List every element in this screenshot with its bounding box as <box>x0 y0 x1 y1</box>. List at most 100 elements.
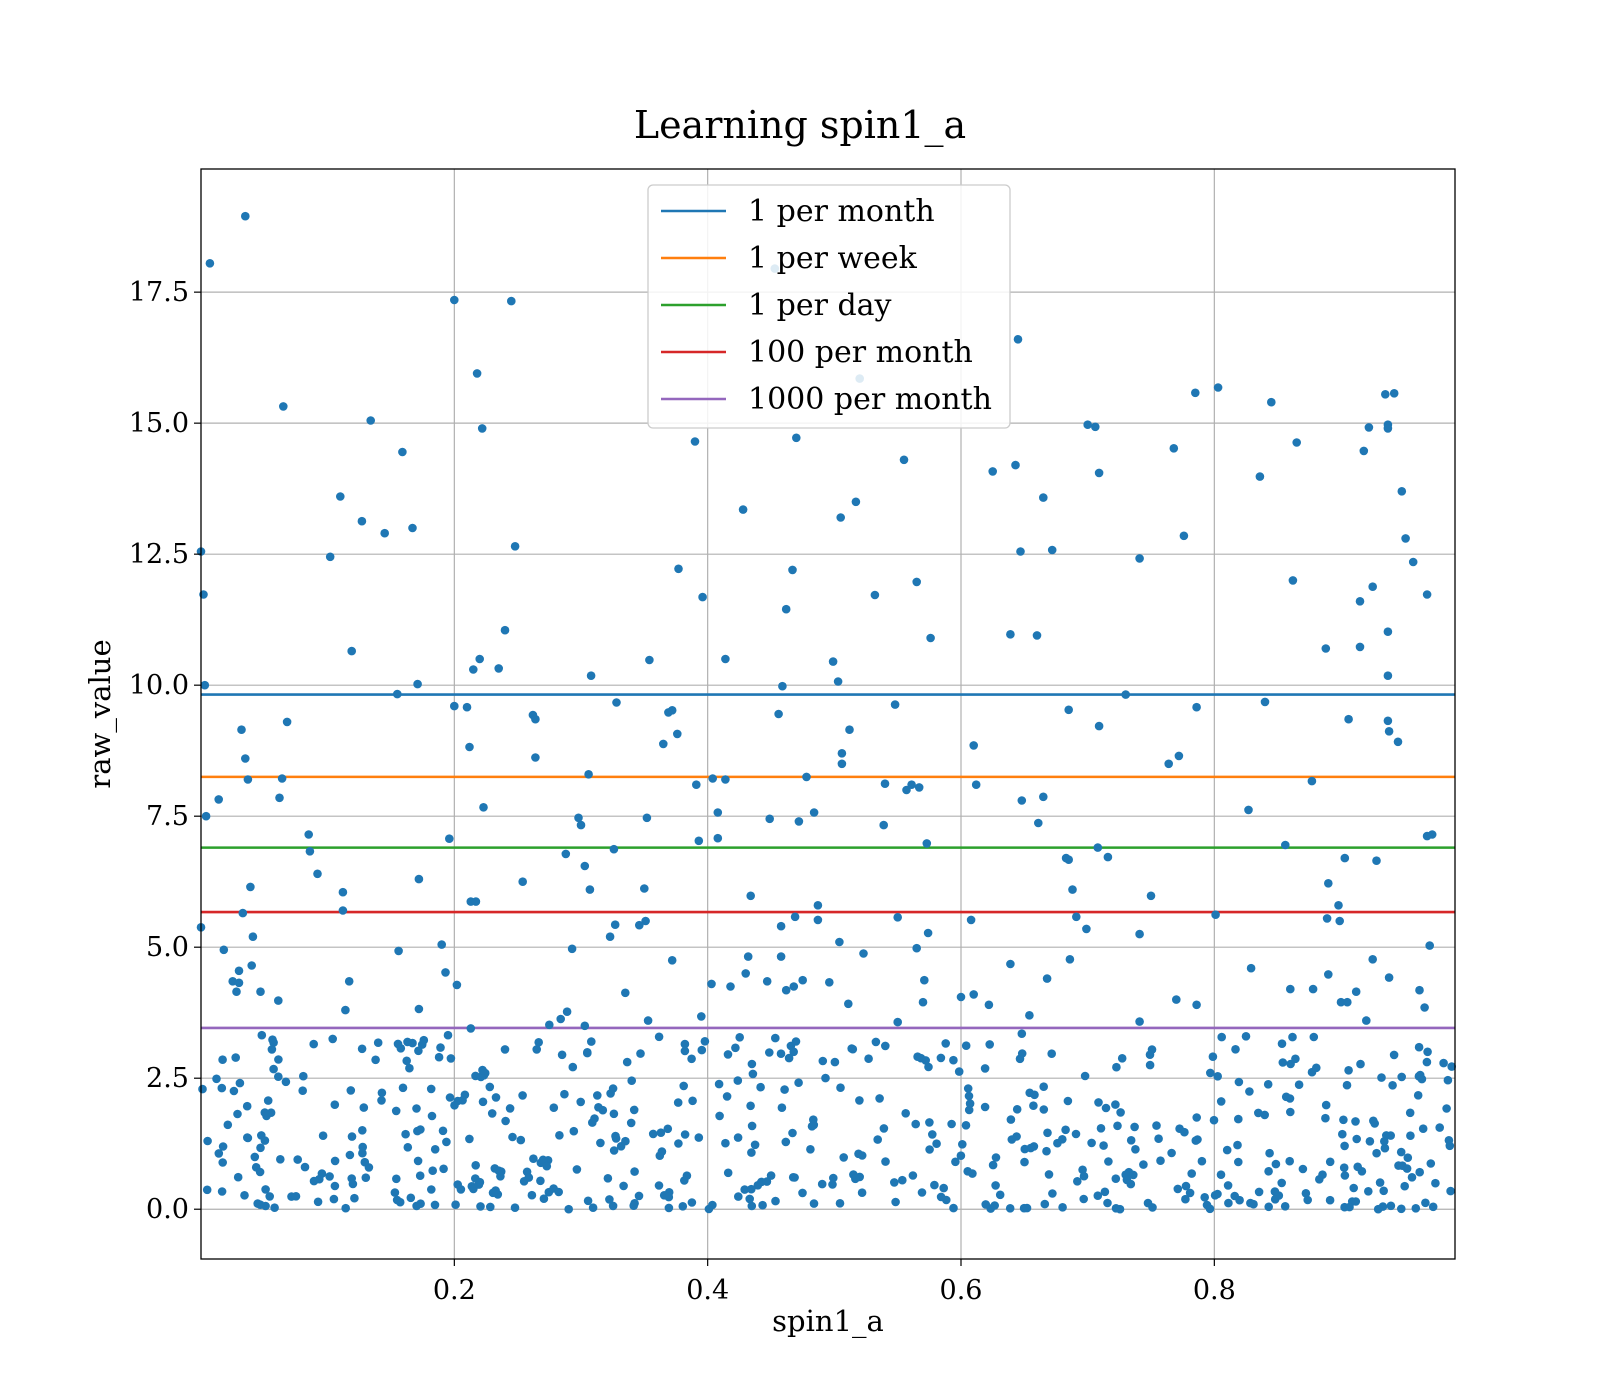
data-point <box>1011 460 1020 470</box>
data-point <box>405 1063 414 1073</box>
data-point <box>1263 1080 1273 1089</box>
data-point <box>818 1056 828 1066</box>
data-point <box>1389 1050 1399 1060</box>
data-point <box>988 467 997 476</box>
data-point <box>738 505 748 514</box>
data-point <box>1087 1138 1096 1148</box>
data-point <box>1126 1136 1136 1145</box>
data-point <box>243 1133 252 1142</box>
data-point <box>276 1155 285 1164</box>
data-point <box>1368 955 1377 964</box>
data-point <box>274 996 283 1005</box>
data-point <box>673 1098 683 1107</box>
data-point <box>835 1199 845 1208</box>
data-point <box>1223 1181 1233 1190</box>
data-point <box>746 1101 755 1111</box>
data-point <box>925 1145 934 1154</box>
data-point <box>338 887 348 897</box>
data-point <box>516 1135 526 1145</box>
data-point <box>1372 856 1381 865</box>
data-point <box>879 820 888 830</box>
data-point <box>936 1053 946 1063</box>
data-point <box>576 820 586 830</box>
data-point <box>748 1069 758 1079</box>
data-point <box>1342 1080 1352 1090</box>
y-tick-label: 10.0 <box>129 670 189 701</box>
data-point <box>654 1032 664 1042</box>
data-point <box>714 1079 724 1089</box>
data-point <box>657 1147 667 1156</box>
data-point <box>479 803 488 812</box>
data-point <box>605 1195 614 1204</box>
data-point <box>360 1157 370 1167</box>
data-point <box>330 1100 340 1109</box>
data-point <box>1139 1160 1148 1169</box>
data-point <box>345 1150 355 1160</box>
data-point <box>1094 1098 1103 1107</box>
data-point <box>1245 1087 1254 1096</box>
data-point <box>859 949 868 958</box>
data-point <box>1298 1164 1308 1174</box>
data-point <box>496 1172 505 1181</box>
data-point <box>1017 1029 1027 1038</box>
data-point <box>991 1181 1000 1190</box>
data-point <box>1096 1124 1106 1133</box>
data-point <box>417 1040 427 1049</box>
data-point <box>958 1140 967 1149</box>
data-point <box>663 1124 673 1134</box>
data-point <box>412 1104 421 1113</box>
data-point <box>664 1203 674 1213</box>
data-point <box>1380 1137 1389 1146</box>
data-point <box>956 1151 966 1160</box>
data-point <box>556 1014 565 1024</box>
data-point <box>857 1151 867 1160</box>
data-point <box>1210 1191 1220 1200</box>
data-point <box>450 1101 459 1110</box>
data-point <box>771 1033 780 1043</box>
data-point <box>1339 1115 1348 1125</box>
data-point <box>1135 554 1144 563</box>
data-point <box>1427 830 1437 839</box>
data-point <box>1384 973 1394 982</box>
data-point <box>871 1037 881 1047</box>
data-point <box>325 1172 334 1181</box>
data-point <box>926 633 935 643</box>
data-point <box>635 920 644 930</box>
data-point <box>450 295 459 305</box>
data-point <box>1135 1017 1144 1026</box>
data-point <box>1286 1107 1295 1117</box>
data-point <box>1255 472 1265 481</box>
data-point <box>594 1103 603 1112</box>
data-point <box>1445 1141 1455 1151</box>
data-point <box>917 1188 927 1197</box>
data-point <box>1335 916 1344 926</box>
data-point <box>1403 1153 1413 1162</box>
data-point <box>608 1084 618 1093</box>
data-point <box>1321 1100 1331 1110</box>
data-point <box>1288 1032 1297 1042</box>
data-point <box>1093 1191 1103 1200</box>
data-point <box>813 915 823 925</box>
data-point <box>857 1188 867 1197</box>
legend-label: 100 per month <box>748 335 973 370</box>
data-point <box>1338 1129 1347 1139</box>
data-point <box>621 988 630 998</box>
data-point <box>466 1024 476 1033</box>
data-point <box>791 1037 801 1046</box>
data-point <box>1355 642 1365 652</box>
data-point <box>1421 1198 1430 1208</box>
data-point <box>1325 1195 1335 1205</box>
data-point <box>980 1102 990 1112</box>
data-point <box>968 1169 977 1178</box>
y-axis-ticks: 0.0 2.5 5.0 7.5 10.0 12.5 15.0 17.5 <box>129 277 201 1225</box>
data-point <box>445 834 454 843</box>
data-point <box>1117 1054 1127 1063</box>
data-point <box>1148 1203 1157 1212</box>
data-point <box>434 1052 444 1062</box>
data-point <box>487 1109 497 1118</box>
data-point <box>1135 929 1144 939</box>
data-points <box>196 211 1456 1214</box>
data-point <box>789 982 799 991</box>
data-point <box>256 1143 265 1153</box>
data-point <box>1082 924 1091 934</box>
